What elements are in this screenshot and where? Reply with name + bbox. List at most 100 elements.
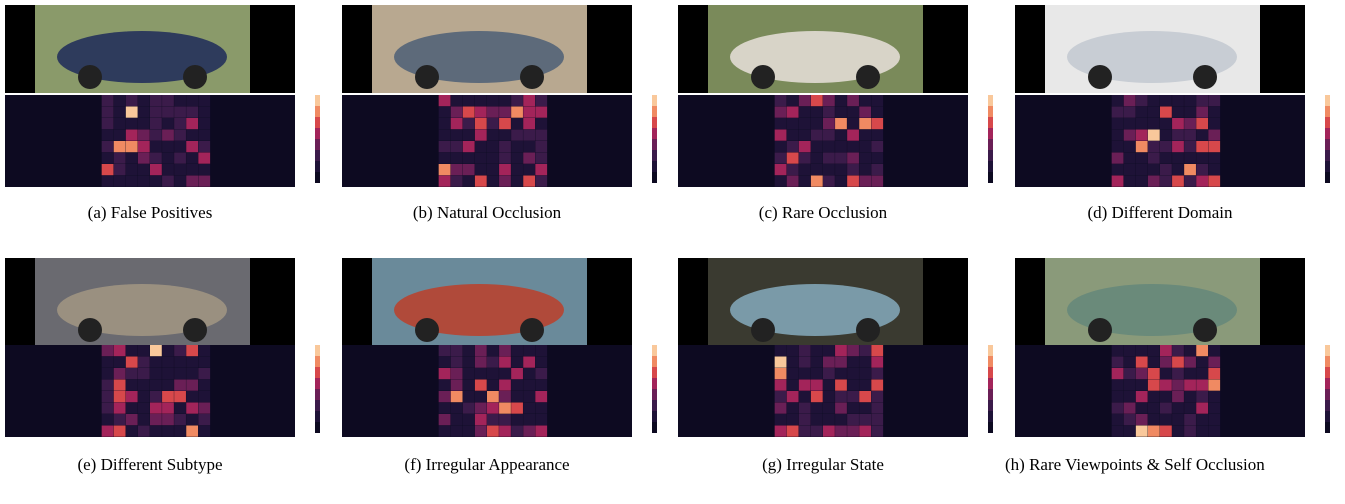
heatmap-cell — [1148, 107, 1160, 118]
heatmap-cell — [523, 403, 535, 414]
colorbar — [1325, 422, 1330, 433]
caption: (f) Irregular Appearance — [342, 455, 632, 475]
heatmap-cell — [1184, 176, 1196, 187]
heatmap-cell — [475, 391, 487, 402]
heatmap-cell — [475, 368, 487, 379]
heatmap-cell — [174, 403, 186, 414]
colorbar — [1325, 128, 1330, 139]
heatmap-cell — [475, 130, 487, 141]
heatmap-cell — [823, 357, 835, 368]
heatmap-cell — [114, 403, 126, 414]
heatmap-cell — [1160, 141, 1172, 152]
heatmap-cell — [1196, 153, 1208, 164]
photo-wheel — [751, 65, 775, 89]
heatmap-cell — [114, 118, 126, 129]
heatmap-cell — [775, 176, 787, 187]
heatmap-cell — [799, 107, 811, 118]
heatmap-cell — [186, 118, 198, 129]
heatmap-cell — [847, 426, 859, 437]
heatmap-cell — [775, 141, 787, 152]
heatmap-cell — [186, 130, 198, 141]
heatmap-cell — [859, 391, 871, 402]
heatmap-cell — [1136, 130, 1148, 141]
heatmap-cell — [174, 95, 186, 106]
heatmap-cell — [811, 118, 823, 129]
heatmap-cell — [1148, 141, 1160, 152]
heatmap-cell — [150, 153, 162, 164]
heatmap-cell — [451, 130, 463, 141]
heatmap-cell — [1160, 153, 1172, 164]
heatmap-cell — [174, 176, 186, 187]
heatmap-cell — [1172, 391, 1184, 402]
heatmap-cell — [439, 368, 451, 379]
colorbar — [1325, 345, 1330, 356]
heatmap-cell — [1124, 380, 1136, 391]
heatmap-cell — [835, 95, 847, 106]
heatmap-cell — [198, 153, 210, 164]
heatmap-cell — [511, 357, 523, 368]
heatmap-cell — [823, 141, 835, 152]
heatmap-cell — [871, 130, 883, 141]
heatmap-cell — [487, 107, 499, 118]
heatmap-cell — [463, 414, 475, 425]
heatmap-cell — [871, 380, 883, 391]
photo-wheel — [78, 65, 102, 89]
heatmap-cell — [114, 176, 126, 187]
heatmap-cell — [1208, 118, 1220, 129]
colorbar — [988, 367, 993, 378]
heatmap-cell — [775, 345, 787, 356]
heatmap-cell — [162, 426, 174, 437]
heatmap-cell — [847, 380, 859, 391]
heatmap-cell — [535, 176, 547, 187]
heatmap-cell — [487, 414, 499, 425]
heatmap-cell — [799, 118, 811, 129]
heatmap-cell — [126, 176, 138, 187]
colorbar — [988, 389, 993, 400]
heatmap-cell — [499, 380, 511, 391]
heatmap-cell — [1184, 357, 1196, 368]
heatmap-cell — [511, 414, 523, 425]
heatmap-cell — [535, 414, 547, 425]
heatmap-cell — [174, 118, 186, 129]
colorbar — [988, 95, 993, 106]
heatmap-cell — [487, 426, 499, 437]
heatmap-cell — [523, 107, 535, 118]
heatmap-cell — [499, 118, 511, 129]
heatmap-cell — [835, 118, 847, 129]
heatmap-cell — [835, 345, 847, 356]
heatmap-cell — [859, 414, 871, 425]
colorbar — [315, 411, 320, 422]
heatmap-cell — [775, 107, 787, 118]
heatmap-cell — [150, 95, 162, 106]
colorbar — [652, 400, 657, 411]
heatmap-cell — [1136, 95, 1148, 106]
heatmap-cell — [1208, 95, 1220, 106]
heatmap-cell — [859, 403, 871, 414]
heatmap-cell — [1184, 153, 1196, 164]
heatmap-cell — [787, 357, 799, 368]
heatmap-cell — [1196, 107, 1208, 118]
heatmap-cell — [1172, 153, 1184, 164]
heatmap-cell — [1172, 403, 1184, 414]
colorbar — [652, 411, 657, 422]
heatmap-cell — [871, 391, 883, 402]
heatmap-cell — [499, 130, 511, 141]
heatmap-cell — [126, 403, 138, 414]
heatmap-cell — [463, 176, 475, 187]
heatmap-cell — [823, 95, 835, 106]
heatmap-cell — [811, 164, 823, 175]
heatmap-cell — [150, 380, 162, 391]
heatmap-cell — [114, 95, 126, 106]
colorbar — [1325, 389, 1330, 400]
heatmap-cell — [787, 118, 799, 129]
heatmap-cell — [835, 380, 847, 391]
heatmap-cell — [835, 153, 847, 164]
heatmap-cell — [439, 130, 451, 141]
heatmap-cell — [1172, 414, 1184, 425]
heatmap-cell — [847, 118, 859, 129]
colorbar — [652, 422, 657, 433]
heatmap-cell — [871, 414, 883, 425]
heatmap-cell — [847, 345, 859, 356]
heatmap-cell — [1196, 403, 1208, 414]
heatmap-cell — [150, 141, 162, 152]
